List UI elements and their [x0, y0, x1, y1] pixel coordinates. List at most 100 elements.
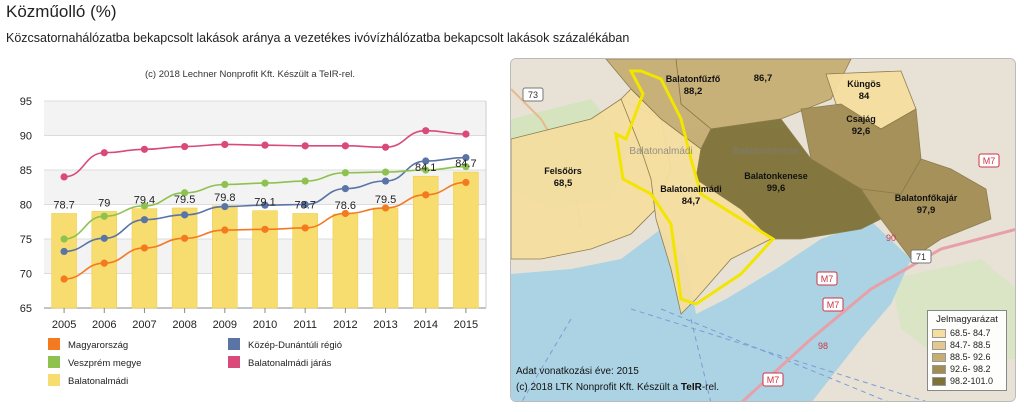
map-legend-label: 98.2-101.0	[950, 376, 994, 386]
map-credit-brand: TeIR	[680, 382, 702, 393]
series-point-2005[interactable]	[60, 247, 68, 256]
series-point-2013[interactable]	[381, 204, 390, 212]
series-point-2006[interactable]	[100, 149, 108, 157]
series-point-2005[interactable]	[60, 235, 68, 243]
line-bar-chart: (c) 2018 Lechner Nonprofit Kft. Készült …	[20, 69, 487, 387]
series-point-2013[interactable]	[381, 143, 390, 151]
x-tick-label: 2013	[373, 319, 397, 331]
series-point-2007[interactable]	[140, 202, 149, 210]
legend-label[interactable]: Közép-Dunántúli régió	[248, 340, 342, 351]
choropleth-map[interactable]: 73 M7 M7 M7 M7 71 90 98 Balatonalmádi Balatonkene…	[511, 59, 1016, 402]
series-point-2010[interactable]	[261, 201, 269, 209]
region-name-label: Balatonfűzfő	[666, 74, 721, 84]
legend-swatch[interactable]	[228, 356, 240, 368]
legend-swatch[interactable]	[48, 374, 60, 386]
bar-2015[interactable]	[453, 171, 479, 309]
bar-2013[interactable]	[372, 207, 399, 309]
bar-2012[interactable]	[332, 213, 359, 309]
x-tick-label: 2007	[132, 319, 156, 331]
map-credit-suffix: -rel.	[701, 382, 720, 393]
selected-municipality-outline[interactable]	[614, 69, 776, 306]
series-point-2008[interactable]	[181, 189, 189, 197]
series-point-2008[interactable]	[181, 142, 189, 151]
municipality-region[interactable]	[695, 118, 882, 240]
series-point-2012[interactable]	[341, 142, 349, 150]
road-badge	[816, 271, 838, 286]
series-point-2011[interactable]	[301, 177, 309, 185]
bar-data-label: 79.5	[375, 194, 396, 206]
bar-2005[interactable]	[51, 213, 77, 309]
legend-label[interactable]: Veszprém megye	[68, 358, 141, 369]
series-point-2011[interactable]	[301, 224, 309, 232]
legend-label[interactable]: Balatonalmádi	[68, 376, 128, 387]
series-point-2006[interactable]	[100, 259, 108, 267]
map-legend-swatch	[932, 352, 946, 362]
series-point-2015[interactable]	[462, 178, 470, 187]
x-tick-label: 2011	[293, 319, 317, 331]
ferry-route	[660, 308, 888, 401]
bar-data-label: 78.7	[53, 199, 74, 211]
bar-2009[interactable]	[212, 205, 238, 309]
legend-swatch[interactable]	[48, 356, 60, 368]
series-point-2005[interactable]	[60, 275, 68, 283]
series-point-2012[interactable]	[341, 169, 349, 177]
series-point-2010[interactable]	[261, 225, 269, 233]
legend-swatch[interactable]	[228, 338, 240, 350]
series-point-2015[interactable]	[462, 153, 470, 162]
series-point-2012[interactable]	[341, 209, 349, 218]
map-legend-label: 68.5- 84.7	[950, 328, 991, 338]
series-point-2011[interactable]	[301, 200, 309, 209]
map-legend-swatch	[932, 376, 946, 386]
municipality-region[interactable]	[620, 88, 772, 315]
series-point-2008[interactable]	[181, 211, 189, 219]
bar-data-label: 79.5	[174, 194, 195, 206]
legend-label[interactable]: Balatonalmádi járás	[248, 358, 332, 369]
x-tick-label: 2008	[172, 319, 196, 331]
municipality-region[interactable]	[860, 158, 992, 260]
bar-data-label: 79	[98, 197, 110, 209]
series-point-2012[interactable]	[341, 185, 349, 193]
chart-credit: (c) 2018 Lechner Nonprofit Kft. Készült …	[145, 69, 355, 80]
y-tick-label: 80	[20, 200, 32, 212]
series-point-2006[interactable]	[100, 234, 108, 242]
series-point-2009[interactable]	[221, 140, 229, 149]
x-tick-label: 2006	[92, 319, 116, 331]
motorway-m7	[740, 227, 1015, 401]
legend-label[interactable]: Magyarország	[68, 340, 128, 351]
series-point-2009[interactable]	[221, 226, 229, 234]
series-point-2015[interactable]	[462, 162, 470, 171]
series-point-2009[interactable]	[221, 202, 229, 211]
series-point-2009[interactable]	[221, 180, 229, 189]
map-panel[interactable]: 73 M7 M7 M7 M7 71 90 98 Balatonalmádi Balatonkene…	[510, 58, 1016, 402]
page-title: Közműolló (%)	[6, 2, 117, 21]
region-name-label: Felsőörs	[544, 166, 582, 176]
series-point-2015[interactable]	[462, 130, 470, 138]
series-point-2006[interactable]	[100, 212, 108, 220]
series-point-2007[interactable]	[140, 145, 149, 153]
series-point-2011[interactable]	[301, 142, 309, 150]
y-tick-label: 75	[20, 234, 32, 246]
series-point-2013[interactable]	[381, 168, 390, 176]
place-name-label: Balatonalmádi	[629, 146, 692, 157]
road-number-label: 71	[916, 252, 926, 262]
series-point-2014[interactable]	[422, 157, 430, 165]
series-point-2008[interactable]	[181, 234, 189, 242]
chart-band	[44, 170, 486, 205]
series-point-2013[interactable]	[381, 177, 390, 185]
bar-2007[interactable]	[131, 208, 158, 309]
series-point-2007[interactable]	[140, 216, 149, 224]
y-tick-label: 90	[20, 131, 32, 143]
series-point-2010[interactable]	[261, 179, 269, 187]
series-point-2014[interactable]	[422, 191, 430, 199]
legend-swatch[interactable]	[48, 338, 60, 350]
y-tick-label: 70	[20, 269, 32, 281]
series-point-2010[interactable]	[261, 141, 269, 149]
bar-2010[interactable]	[252, 210, 278, 309]
bar-data-label: 79.8	[214, 192, 235, 204]
bar-2008[interactable]	[171, 207, 198, 309]
road-badge	[522, 87, 544, 102]
series-point-2005[interactable]	[60, 173, 68, 181]
series-point-2007[interactable]	[140, 244, 149, 252]
series-point-2014[interactable]	[422, 166, 430, 174]
series-point-2014[interactable]	[422, 127, 430, 135]
